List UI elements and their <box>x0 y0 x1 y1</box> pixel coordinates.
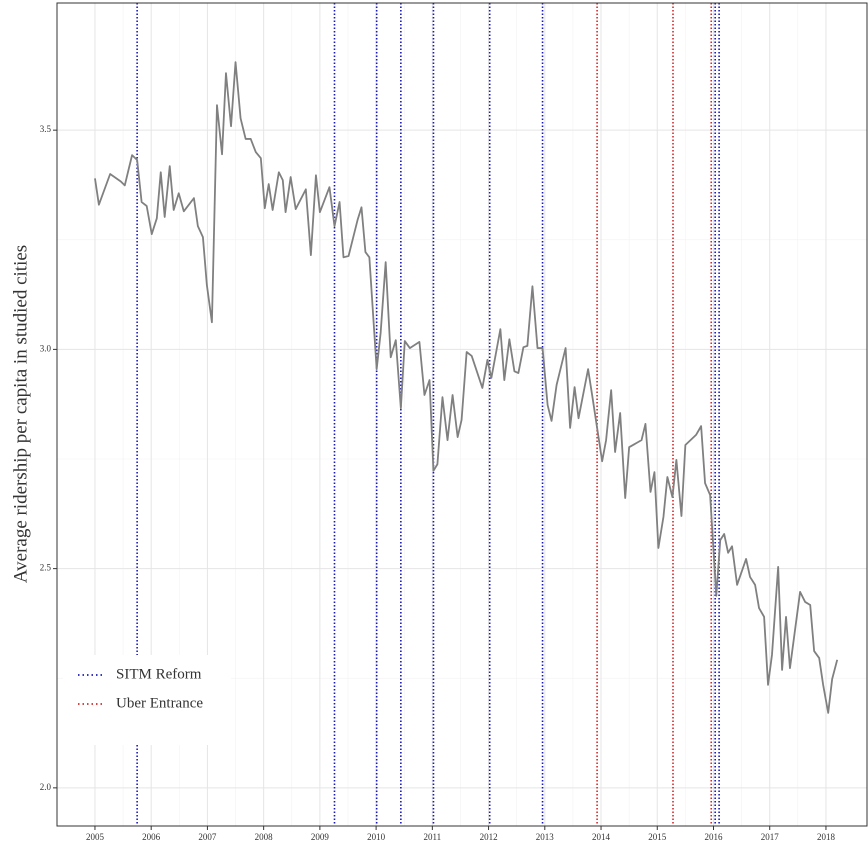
x-tick-label: 2017 <box>761 832 780 842</box>
x-tick-label: 2009 <box>311 832 330 842</box>
x-tick-label: 2015 <box>648 832 667 842</box>
x-tick-label: 2007 <box>198 832 217 842</box>
y-tick-label: 2.5 <box>40 563 52 573</box>
y-tick-label: 3.0 <box>40 343 52 353</box>
x-tick-label: 2012 <box>480 832 498 842</box>
data-line <box>94 61 839 714</box>
y-tick-label: 3.5 <box>40 124 52 134</box>
x-tick-label: 2005 <box>86 832 105 842</box>
x-tick-label: 2016 <box>704 832 723 842</box>
x-tick-label: 2018 <box>817 832 836 842</box>
x-tick-label: 2014 <box>592 832 611 842</box>
plot-border <box>56 2 868 827</box>
legend: SITM Reform Uber Entrance <box>63 655 231 745</box>
x-tick-label: 2006 <box>142 832 161 842</box>
x-tick-label: 2008 <box>255 832 274 842</box>
x-tick-label: 2013 <box>536 832 555 842</box>
x-tick-label: 2010 <box>367 832 386 842</box>
x-tick-label: 2011 <box>424 832 442 842</box>
legend-label: SITM Reform <box>116 666 202 682</box>
y-axis-label: Average ridership per capita in studied … <box>10 245 31 583</box>
legend-label: Uber Entrance <box>116 695 203 711</box>
legend-box <box>63 655 231 745</box>
y-tick-label: 2.0 <box>40 782 52 792</box>
